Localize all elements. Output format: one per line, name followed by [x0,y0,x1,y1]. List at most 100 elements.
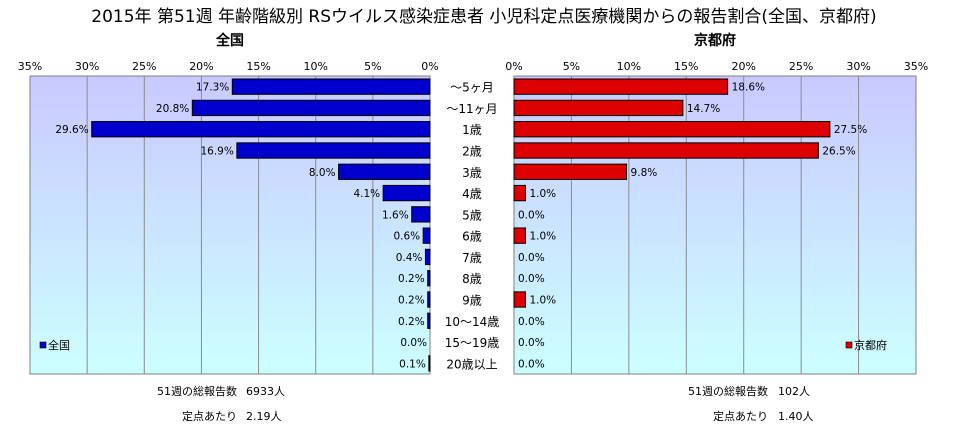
national-data-label: 0.6% [393,231,420,243]
national-data-label: 16.9% [200,146,233,158]
category-label: 5歳 [462,208,482,222]
category-label: 9歳 [462,294,482,308]
kyoto-plot-area [513,75,917,375]
national-bars [91,78,431,372]
national-bar [231,78,431,95]
category-label: 20歳以上 [446,357,497,371]
kyoto-bar [513,99,684,117]
national-bar [422,227,431,244]
kyoto-legend: 京都府 [845,338,887,352]
kyoto-legend-label: 京都府 [854,338,887,352]
category-label: ～11ヶ月 [446,102,497,116]
national-bar [91,121,431,138]
kyoto-panel: 0% 5% 10% 15% 20% 25% 30% 35% 18.6% 14.7% 27.5% 26… [505,32,928,375]
kyoto-data-label: 0.0% [518,273,545,285]
national-data-label: 0.1% [399,358,426,370]
national-tick-label: 15% [246,60,270,73]
kyoto-total-label: 51週の総報告数 [688,384,768,398]
category-label: 8歳 [462,272,482,286]
kyoto-data-label: 0.0% [518,337,545,349]
national-tick-label: 20% [189,60,213,73]
category-label: 2歳 [462,145,482,159]
national-plot-area [29,75,431,375]
national-data-label: 0.2% [398,273,425,285]
national-bar [427,312,431,329]
kyoto-tick-label: 35% [904,60,928,73]
national-bar [427,270,431,287]
national-bar [191,99,431,117]
chart-title: 2015年 第51週 年齢階級別 RSウイルス感染症患者 小児科定点医療機関から… [91,7,877,27]
kyoto-data-label: 27.5% [834,124,867,136]
national-data-labels: 17.3% 20.8% 29.6% 16.9% 8.0% 4.1%1.6% 0.6% 0.4%… [55,82,427,371]
kyoto-data-label: 0.0% [518,358,545,370]
national-panel-title: 全国 [215,32,244,49]
national-tick-label: 0% [421,60,438,73]
category-label: 7歳 [462,251,482,265]
kyoto-tick-label: 25% [789,60,813,73]
kyoto-data-labels: 18.6% 14.7% 27.5% 26.5% 9.8% 1.0% 0.0% 1.0% 0.0%… [518,82,867,371]
kyoto-tick-label: 5% [563,60,580,73]
national-data-label: 0.0% [400,337,427,349]
national-per-site-label: 定点あたり [182,409,237,423]
kyoto-tick-label: 10% [617,60,641,73]
kyoto-data-label: 14.7% [687,103,720,115]
national-bar [427,291,431,308]
kyoto-data-label: 1.0% [529,188,556,200]
kyoto-bars [513,78,831,308]
kyoto-bar [513,227,526,244]
national-legend: 全国 [39,338,70,352]
national-data-label: 8.0% [309,167,336,179]
national-data-label: 29.6% [55,124,88,136]
national-data-label: 4.1% [353,188,380,200]
national-data-label: 0.2% [398,316,425,328]
national-data-label: 0.2% [398,295,425,307]
national-bar [338,163,431,180]
kyoto-per-site-value: 1.40人 [778,410,814,423]
category-label: 4歳 [462,187,482,201]
kyoto-summary: 51週の総報告数 102人 定点あたり 1.40人 [688,384,814,423]
national-summary: 51週の総報告数 6933人 定点あたり 2.19人 [157,384,285,423]
kyoto-data-label: 26.5% [822,146,855,158]
kyoto-bar [513,78,729,95]
national-tick-label: 10% [303,60,327,73]
category-label: 1歳 [462,123,482,137]
kyoto-bar [513,184,526,202]
category-label: 15～19歳 [445,336,500,350]
kyoto-tick-labels: 0% 5% 10% 15% 20% 25% 30% 35% [505,60,928,73]
national-bar [411,206,431,223]
kyoto-bar [513,291,526,308]
national-total-label: 51週の総報告数 [157,384,237,398]
national-per-site-value: 2.19人 [246,410,282,423]
national-tick-label: 30% [75,60,99,73]
national-gridlines [86,76,374,374]
national-bar [424,248,431,266]
kyoto-tick-label: 30% [846,60,870,73]
national-legend-label: 全国 [48,338,70,352]
national-tick-label: 35% [18,60,42,73]
national-tick-labels: 35% 30% 25% 20% 15% 10% 5% 0% [18,60,439,73]
kyoto-tick-label: 20% [731,60,755,73]
kyoto-data-label: 0.0% [518,209,545,221]
national-tick-label: 5% [364,60,381,73]
kyoto-data-label: 1.0% [529,231,556,243]
national-bar [382,184,431,202]
national-data-label: 0.4% [396,252,423,264]
kyoto-data-label: 9.8% [631,167,658,179]
kyoto-data-label: 1.0% [529,295,556,307]
national-total-value: 6933人 [246,385,285,398]
national-data-label: 1.6% [382,209,409,221]
kyoto-tick-label: 0% [505,60,522,73]
category-label: 3歳 [462,166,482,180]
national-bar [428,355,431,372]
national-legend-swatch [39,341,47,349]
national-data-label: 20.8% [156,103,189,115]
category-label: ～5ヶ月 [450,81,494,95]
kyoto-bar [513,163,628,180]
kyoto-legend-swatch [845,341,853,349]
national-panel: 35% 30% 25% 20% 15% 10% 5% 0% 17.3% 20.8% 29.6% 16… [18,32,439,375]
category-labels: ～5ヶ月 ～11ヶ月 1歳 2歳 3歳 4歳 5歳 6歳 7歳 8歳 9歳 10～14歳 15～19歳 2… [445,81,500,372]
kyoto-bar [513,142,819,159]
kyoto-bar [513,121,831,138]
kyoto-panel-title: 京都府 [694,32,736,49]
